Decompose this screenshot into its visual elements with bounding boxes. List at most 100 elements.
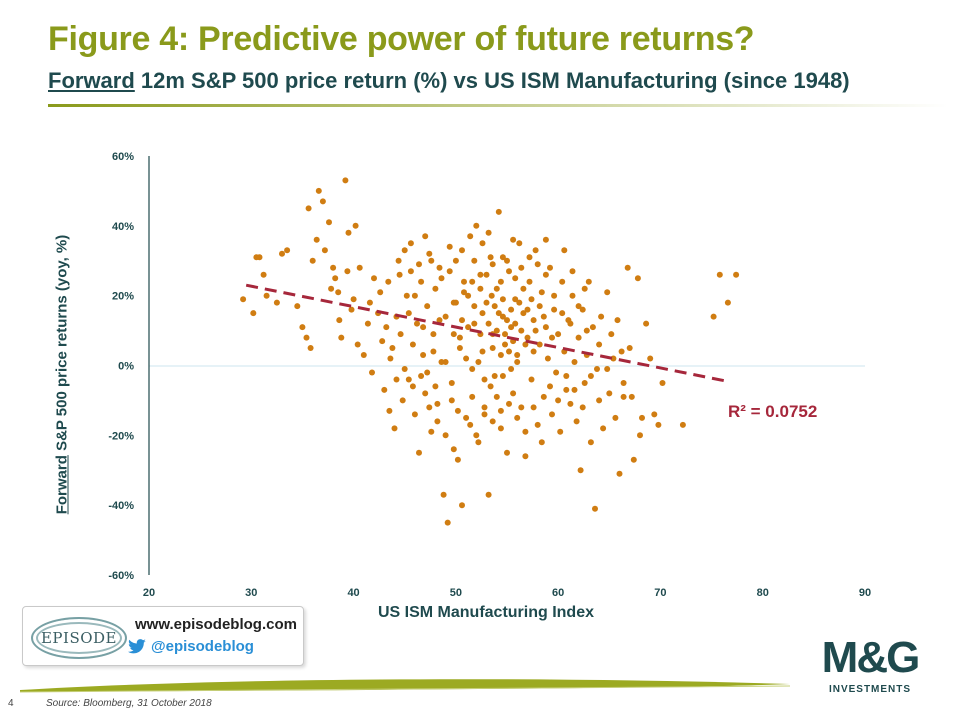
scatter-point [454, 456, 461, 463]
scatter-point [518, 404, 525, 411]
y-tick-label: -20% [108, 430, 134, 442]
scatter-point [581, 285, 588, 292]
scatter-point [424, 303, 431, 310]
scatter-point [608, 331, 615, 338]
scatter-point [587, 373, 594, 379]
scatter-point [497, 352, 504, 358]
scatter-point [383, 324, 390, 331]
source-note: Source: Bloomberg, 31 October 2018 [46, 698, 212, 709]
scatter-point [487, 383, 494, 390]
x-tick-label: 50 [450, 587, 462, 599]
scatter-point [536, 341, 543, 348]
scatter-point [463, 355, 470, 362]
scatter-point [499, 373, 506, 379]
scatter-point [401, 366, 408, 372]
scatter-point [559, 278, 566, 285]
scatter-point [497, 278, 504, 285]
scatter-point [477, 271, 484, 278]
scatter-point [326, 219, 332, 226]
scatter-point [471, 303, 478, 310]
scatter-point [461, 278, 467, 285]
scatter-point [614, 317, 621, 324]
scatter-point [366, 299, 373, 306]
scatter-point [465, 292, 472, 299]
scatter-point [479, 310, 486, 317]
scatter-point [481, 411, 488, 418]
scatter-points [240, 177, 740, 526]
scatter-point [508, 366, 515, 372]
scatter-point [434, 418, 441, 425]
scatter-point [542, 324, 549, 331]
scatter-point [514, 359, 521, 365]
scatter-point [469, 366, 476, 372]
scatter-point [655, 421, 662, 428]
scatter-point [647, 355, 654, 362]
scatter-point [577, 467, 584, 474]
scatter-point [514, 352, 521, 358]
scatter-point [499, 296, 506, 303]
scatter-point [432, 285, 439, 292]
scatter-point [489, 261, 496, 268]
scatter-point [555, 331, 562, 338]
scatter-point [679, 421, 686, 428]
scatter-point [579, 306, 586, 313]
scatter-point [299, 324, 306, 331]
scatter-point [553, 369, 560, 376]
scatter-point [497, 407, 504, 414]
scatter-point [626, 345, 633, 351]
scatter-point [561, 247, 568, 254]
mg-logo-text: M&G [821, 633, 921, 682]
scatter-point [395, 257, 402, 264]
scatter-point [524, 334, 531, 341]
twitter-handle-row[interactable]: @episodeblog [127, 638, 254, 655]
scatter-point [532, 327, 539, 334]
scatter-point [381, 386, 388, 393]
scatter-point [491, 373, 498, 379]
scatter-point [547, 264, 553, 271]
episode-url-link[interactable]: www.episodeblog.com [135, 616, 297, 633]
scatter-point [581, 380, 588, 386]
scatter-point [493, 285, 500, 292]
scatter-point [350, 296, 357, 303]
scatter-point [530, 348, 537, 355]
scatter-point [332, 275, 339, 282]
scatter-point [335, 289, 342, 296]
y-axis-label-forward: Forward [53, 455, 71, 515]
scatter-point [273, 299, 280, 306]
scatter-point [319, 198, 326, 205]
scatter-point [385, 278, 392, 285]
scatter-point [528, 376, 535, 383]
scatter-point [634, 275, 641, 282]
scatter-point [364, 320, 371, 327]
scatter-point [639, 414, 645, 421]
scatter-point [532, 247, 539, 254]
scatter-point [456, 334, 463, 341]
scatter-point [598, 313, 605, 320]
scatter-point [352, 222, 359, 229]
scatter-point [342, 177, 349, 184]
scatter-point [356, 264, 363, 271]
scatter-point [250, 310, 257, 317]
trendline [245, 283, 728, 383]
scatter-point [549, 334, 555, 341]
scatter-point [446, 268, 453, 275]
scatter-point [403, 292, 410, 299]
scatter-point [485, 491, 492, 498]
scatter-point [450, 331, 457, 338]
scatter-point [569, 292, 576, 299]
scatter-point [604, 366, 611, 372]
scatter-point [544, 355, 551, 362]
scatter-point [571, 386, 578, 393]
scatter-point [420, 324, 427, 331]
scatter-point [454, 407, 461, 414]
scatter-point [497, 425, 504, 432]
x-tick-labels: 20 30 40 50 60 70 80 90 [143, 587, 871, 599]
scatter-point [481, 404, 488, 411]
scatter-point [479, 348, 486, 355]
scatter-point [563, 386, 570, 393]
scatter-point [344, 268, 351, 275]
episode-badge[interactable]: EPISODE www.episodeblog.com @episodeblog [22, 606, 304, 666]
scatter-point [551, 292, 558, 299]
scatter-point [459, 502, 465, 509]
scatter-point [542, 236, 549, 243]
